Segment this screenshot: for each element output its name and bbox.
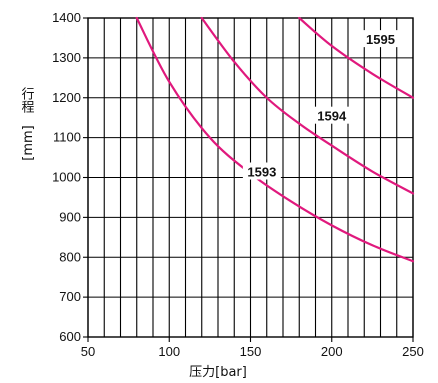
y-tick-label: 700 [59, 289, 81, 304]
y-tick-label: 1300 [52, 50, 81, 65]
y-axis-title: 行程 [19, 87, 35, 114]
series-line-1594 [200, 16, 415, 195]
x-tick-label: 50 [81, 344, 95, 359]
x-tick-label: 150 [240, 344, 262, 359]
x-axis-title: 压力[bar] [189, 365, 247, 380]
series-label-1593: 1593 [247, 165, 276, 180]
series-label-1595: 1595 [366, 32, 395, 47]
y-tick-label: 1000 [52, 170, 81, 185]
series-line-1593 [135, 16, 415, 263]
series-label-1594: 1594 [317, 109, 347, 124]
y-tick-label: 1200 [52, 90, 81, 105]
x-tick-label: 250 [402, 344, 424, 359]
series-line-1595 [298, 16, 415, 99]
series-label-bg-1594 [312, 106, 351, 124]
y-axis-unit: [mm] [21, 125, 36, 160]
series-label-bg-1593 [242, 162, 281, 180]
axis-layer: 压力[bar] 行程 [mm] 600 700 800 900 1000 1100 1200… [19, 10, 424, 380]
label-layer: 1593 1594 1595 [242, 30, 400, 180]
x-tick-label: 100 [158, 344, 180, 359]
y-tick-label: 600 [59, 329, 81, 344]
y-tick-label: 800 [59, 249, 81, 264]
x-tick-label: 200 [321, 344, 343, 359]
y-tick-label: 1100 [53, 130, 81, 145]
series-label-bg-1595 [361, 30, 400, 48]
curve-layer [135, 16, 415, 263]
y-tick-label: 1400 [52, 10, 81, 25]
y-tick-label: 900 [59, 209, 81, 224]
